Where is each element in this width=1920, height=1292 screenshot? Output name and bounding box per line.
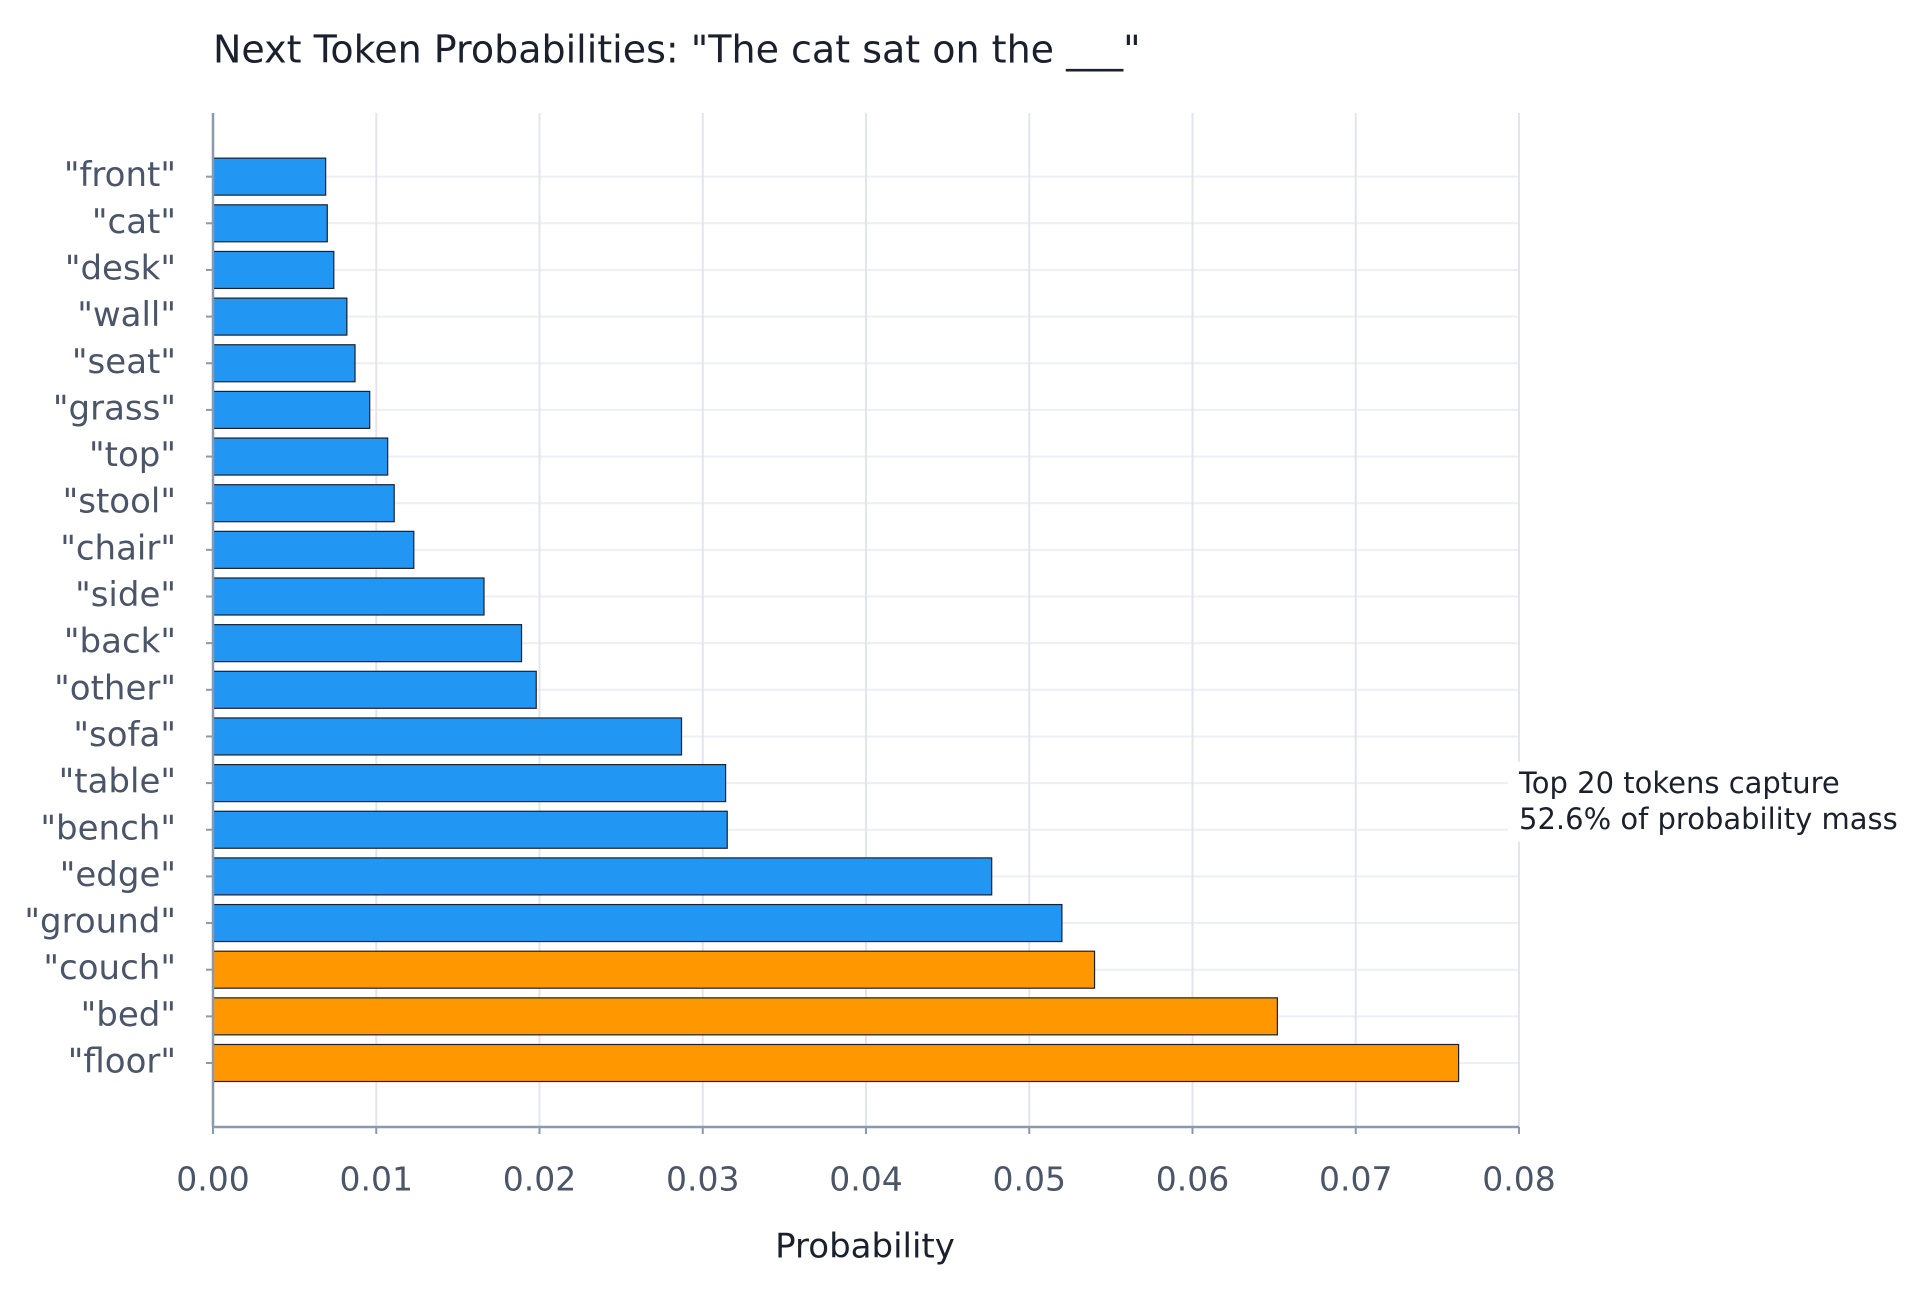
y-tick-label: "other" — [54, 668, 176, 708]
annotation: 52.6% of probability mass — [1519, 802, 1898, 836]
y-tick-label: "front" — [64, 155, 176, 195]
x-tick-label: 0.01 — [340, 1160, 413, 1199]
annotation-box — [1508, 762, 1913, 842]
y-tick-label: "sofa" — [73, 715, 176, 755]
bar — [212, 344, 356, 383]
y-tick-label: "floor" — [68, 1042, 176, 1082]
y-tick-label: "side" — [75, 575, 176, 615]
annotation: Top 20 tokens capture — [1518, 766, 1840, 800]
y-tick-label: "ground" — [24, 902, 176, 942]
y-tick-label: "stool" — [63, 482, 176, 522]
x-tick-label: 0.02 — [503, 1160, 576, 1199]
y-tick-label: "edge" — [60, 855, 176, 895]
x-tick-label: 0.07 — [1319, 1160, 1392, 1199]
bar — [212, 157, 327, 196]
bar — [212, 903, 1063, 943]
x-tick-label: 0.03 — [666, 1160, 739, 1199]
y-tick-label: "seat" — [72, 342, 176, 382]
bar — [212, 763, 727, 803]
y-tick-label: "chair" — [60, 528, 176, 568]
y-tick-label: "cat" — [92, 202, 176, 242]
bar — [212, 530, 415, 569]
y-tick-label: "table" — [59, 762, 176, 802]
bar — [212, 997, 1278, 1036]
bar — [212, 437, 389, 476]
bar — [212, 577, 485, 616]
bar — [212, 297, 348, 336]
bar — [212, 250, 335, 290]
bar — [212, 1043, 1460, 1083]
x-tick-label: 0.05 — [993, 1160, 1066, 1199]
bar — [212, 717, 683, 756]
y-tick-label: "back" — [64, 622, 176, 662]
bar — [212, 950, 1096, 989]
x-tick-label: 0.04 — [829, 1160, 902, 1199]
bar — [212, 624, 523, 663]
bar — [212, 810, 728, 849]
y-tick-label: "grass" — [53, 388, 176, 428]
bar — [212, 390, 371, 429]
bar — [212, 484, 395, 523]
y-tick-label: "wall" — [77, 295, 176, 335]
bar — [212, 670, 537, 709]
x-tick-label: 0.08 — [1482, 1160, 1555, 1199]
y-tick-label: "bed" — [81, 995, 176, 1035]
x-axis-label: Probability — [775, 1227, 955, 1267]
y-tick-label: "desk" — [65, 248, 176, 288]
y-tick-label: "bench" — [40, 808, 176, 848]
chart-title: Next Token Probabilities: "The cat sat o… — [213, 28, 1141, 72]
x-tick-label: 0.00 — [176, 1160, 249, 1199]
y-tick-label: "top" — [89, 435, 176, 475]
bar — [212, 857, 993, 896]
bar — [212, 204, 328, 243]
x-tick-label: 0.06 — [1156, 1160, 1229, 1199]
y-tick-label: "couch" — [43, 948, 176, 988]
